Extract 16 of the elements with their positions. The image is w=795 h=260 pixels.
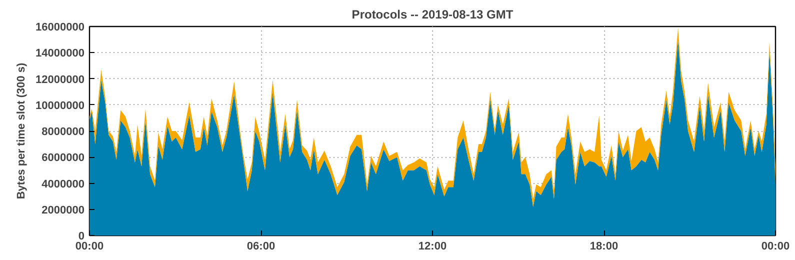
x-tick-label: 00:00 bbox=[761, 240, 790, 252]
x-tick-label: 12:00 bbox=[418, 240, 447, 252]
y-tick-label: 8000000 bbox=[42, 126, 85, 138]
y-tick-label: 14000000 bbox=[36, 48, 85, 60]
x-tick-label: 00:00 bbox=[75, 240, 104, 252]
y-tick-label: 10000000 bbox=[36, 100, 85, 112]
y-axis-title: Bytes per time slot (300 s) bbox=[16, 62, 28, 200]
y-tick-label: 2000000 bbox=[42, 204, 85, 216]
x-tick-label: 18:00 bbox=[590, 240, 618, 252]
y-tick-label: 0 bbox=[78, 230, 85, 242]
y-tick-label: 4000000 bbox=[42, 178, 85, 190]
chart-title: Protocols -- 2019-08-13 GMT bbox=[352, 8, 514, 22]
y-tick-label: 12000000 bbox=[36, 74, 85, 86]
y-tick-label: 6000000 bbox=[42, 152, 85, 164]
y-tick-label: 16000000 bbox=[36, 22, 85, 34]
x-tick-label: 06:00 bbox=[246, 240, 276, 252]
